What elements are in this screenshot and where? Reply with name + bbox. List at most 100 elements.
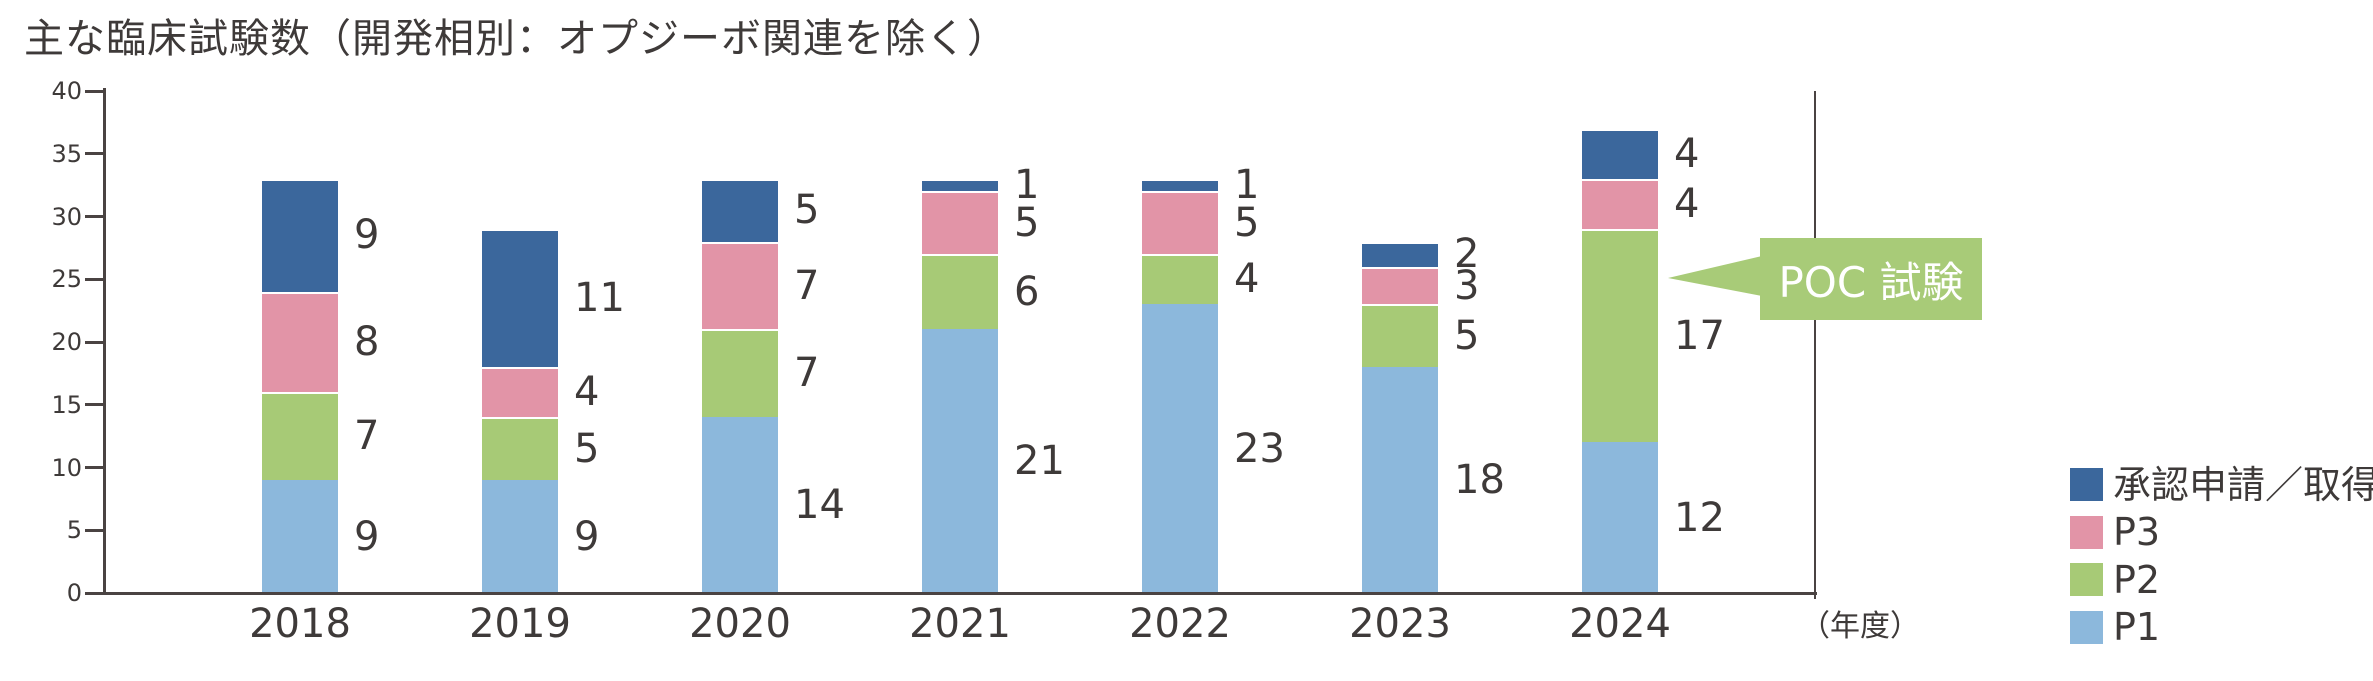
legend-swatch-p2: [2070, 563, 2103, 596]
bar-segment-2023-p2: [1362, 304, 1438, 368]
value-label-2022-p1: 23: [1234, 425, 1285, 472]
x-tick-label-2020: 2020: [689, 601, 791, 647]
bar-segment-2024-p3: [1582, 178, 1658, 230]
y-tick-label-5: 5: [66, 516, 82, 545]
legend-label-approval: 承認申請／取得: [2113, 462, 2373, 507]
bar-segment-2022-p3: [1142, 191, 1218, 255]
plot-right-border-line: [1814, 91, 1816, 599]
value-label-2019-p2: 5: [574, 425, 600, 472]
bar-segment-2023-p3: [1362, 266, 1438, 305]
value-label-2023-approval: 2: [1454, 231, 1480, 278]
legend-swatch-approval: [2070, 468, 2103, 501]
bar-segment-2020-p2: [702, 329, 778, 418]
value-label-2019-approval: 11: [574, 275, 625, 322]
value-label-2023-p2: 5: [1454, 312, 1480, 359]
y-tick-25: [85, 277, 104, 281]
value-label-2021-p3: 5: [1014, 199, 1040, 246]
legend-item-p1: P1: [2070, 605, 2161, 649]
value-label-2020-p3: 7: [794, 262, 820, 309]
value-label-2018-approval: 9: [354, 212, 380, 259]
bar-segment-2021-approval: [922, 178, 998, 192]
chart-title: 主な臨床試験数（開発相別：オプジーボ関連を除く）: [24, 16, 1008, 62]
poc-callout-label: POC 試験: [1778, 257, 1964, 307]
legend-label-p1: P1: [2113, 605, 2161, 649]
x-tick-label-2019: 2019: [469, 601, 571, 647]
y-tick-label-0: 0: [66, 579, 82, 607]
bar-segment-2023-approval: [1362, 241, 1438, 267]
y-tick-40: [85, 89, 104, 93]
bar-segment-2018-p1: [262, 480, 338, 593]
bar-segment-2024-approval: [1582, 128, 1658, 179]
value-label-2023-p3: 3: [1454, 262, 1480, 309]
bar-segment-2022-p1: [1142, 304, 1218, 593]
legend-swatch-p1: [2070, 610, 2103, 644]
poc-callout: POC 試験: [1760, 238, 1982, 320]
x-axis-line: [85, 592, 1817, 595]
value-label-2022-p3: 5: [1234, 199, 1260, 246]
bar-segment-2022-approval: [1142, 178, 1218, 192]
value-label-2024-p3: 4: [1674, 180, 1700, 227]
bar-segment-2024-p1: [1582, 442, 1658, 593]
y-tick-label-25: 25: [51, 265, 82, 294]
y-tick-label-20: 20: [51, 328, 82, 356]
bar-segment-2019-p2: [482, 417, 558, 481]
y-tick-35: [85, 152, 104, 156]
legend-item-p3: P3: [2070, 510, 2161, 554]
bar-segment-2022-p2: [1142, 254, 1218, 305]
y-tick-20: [85, 340, 104, 344]
bar-segment-2018-p2: [262, 392, 338, 481]
bar-segment-2024-p2: [1582, 229, 1658, 443]
value-label-2021-p2: 6: [1014, 268, 1040, 315]
value-label-2024-approval: 4: [1674, 130, 1700, 177]
value-label-2022-approval: 1: [1234, 162, 1260, 209]
axis-unit-label: （年度）: [1800, 609, 1920, 644]
bar-segment-2018-p3: [262, 291, 338, 393]
legend-item-approval: 承認申請／取得: [2070, 462, 2373, 507]
legend-item-p2: P2: [2070, 557, 2161, 602]
x-tick-label-2022: 2022: [1129, 601, 1231, 647]
legend-label-p2: P2: [2113, 557, 2161, 602]
legend-label-p3: P3: [2113, 510, 2161, 554]
value-label-2021-p1: 21: [1014, 438, 1065, 485]
bar-segment-2019-p1: [482, 480, 558, 593]
y-tick-label-35: 35: [51, 139, 82, 168]
y-axis-line: [103, 88, 106, 595]
value-label-2019-p3: 4: [574, 369, 600, 416]
value-label-2019-p1: 9: [574, 513, 600, 560]
value-label-2018-p1: 9: [354, 513, 380, 560]
value-label-2018-p3: 8: [354, 319, 380, 365]
bar-segment-2020-approval: [702, 178, 778, 242]
value-label-2024-p2: 17: [1674, 312, 1725, 359]
y-tick-label-15: 15: [51, 390, 82, 419]
x-tick-label-2023: 2023: [1349, 601, 1451, 647]
value-label-2020-approval: 5: [794, 187, 820, 234]
bar-segment-2020-p1: [702, 417, 778, 593]
y-tick-5: [85, 528, 104, 532]
y-tick-10: [85, 466, 104, 469]
value-label-2020-p1: 14: [794, 482, 845, 529]
bar-segment-2019-p3: [482, 367, 558, 418]
value-label-2022-p2: 4: [1234, 256, 1260, 303]
y-tick-label-40: 40: [51, 77, 82, 105]
y-tick-15: [85, 403, 104, 407]
value-label-2018-p2: 7: [354, 413, 380, 460]
bar-segment-2019-approval: [482, 229, 558, 368]
bar-segment-2021-p1: [922, 329, 998, 593]
value-label-2021-approval: 1: [1014, 162, 1040, 209]
value-label-2023-p1: 18: [1454, 457, 1505, 504]
x-tick-label-2024: 2024: [1569, 601, 1671, 647]
x-tick-label-2018: 2018: [249, 601, 351, 647]
y-tick-30: [85, 215, 104, 218]
bar-segment-2018-approval: [262, 178, 338, 292]
value-label-2024-p1: 12: [1674, 494, 1725, 541]
bar-segment-2021-p3: [922, 191, 998, 255]
bar-segment-2023-p1: [1362, 367, 1438, 593]
x-tick-label-2021: 2021: [909, 601, 1011, 647]
y-tick-label-30: 30: [51, 202, 82, 231]
bar-segment-2020-p3: [702, 241, 778, 330]
bar-segment-2021-p2: [922, 254, 998, 330]
y-tick-label-10: 10: [51, 453, 82, 482]
poc-callout-pointer: [1668, 256, 1762, 296]
value-label-2020-p2: 7: [794, 350, 820, 397]
